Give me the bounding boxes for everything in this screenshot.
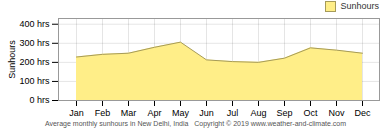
html-text:Average monthly sunhours in Ne: Average monthly sunhours in New Delhi, I… <box>44 120 347 127</box>
html-text:Sunhours: Sunhours <box>340 1 379 11</box>
svg-text:100 hrs: 100 hrs <box>19 76 50 86</box>
svg-text:Oct: Oct <box>303 108 318 118</box>
svg-text:Sunhours: Sunhours <box>7 40 17 79</box>
svg-text:0 hrs: 0 hrs <box>29 95 50 105</box>
svg-text:Jun: Jun <box>199 108 214 118</box>
svg-text:Feb: Feb <box>95 108 111 118</box>
svg-text:300 hrs: 300 hrs <box>19 38 50 48</box>
svg-text:Aug: Aug <box>250 108 266 118</box>
svg-text:Apr: Apr <box>147 108 161 118</box>
svg-text:May: May <box>172 108 190 118</box>
svg-text:Sep: Sep <box>276 108 292 118</box>
svg-text:Nov: Nov <box>328 108 345 118</box>
svg-text:200 hrs: 200 hrs <box>19 57 50 67</box>
svg-text:Jan: Jan <box>69 108 84 118</box>
svg-text:Mar: Mar <box>121 108 137 118</box>
svg-text:Dec: Dec <box>354 108 371 118</box>
svg-text:Jul: Jul <box>227 108 239 118</box>
svg-text:400 hrs: 400 hrs <box>19 19 50 29</box>
